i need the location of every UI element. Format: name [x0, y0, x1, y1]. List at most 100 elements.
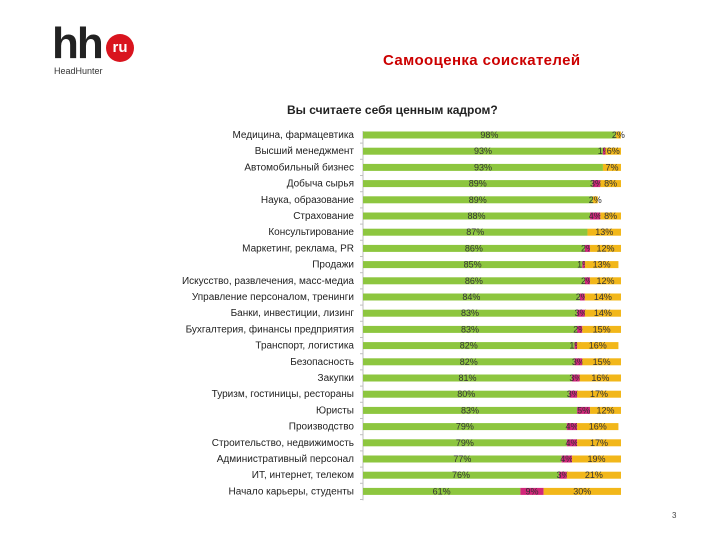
- data-label-yes: 89%: [469, 179, 487, 189]
- data-label-no: 5%: [577, 405, 590, 415]
- data-label-no: 2%: [581, 276, 594, 286]
- bar-segment-no: [574, 358, 583, 366]
- data-label-no: 9%: [525, 486, 538, 496]
- data-label-unsure: 8%: [604, 179, 617, 189]
- data-label-no: 4%: [589, 211, 602, 221]
- bar-segment-yes: [363, 180, 593, 188]
- data-label-unsure: 15%: [593, 324, 611, 334]
- data-label-yes: 80%: [457, 389, 475, 399]
- category-label: Управление персоналом, тренинги: [192, 292, 354, 303]
- bar-segment-unsure: [543, 487, 621, 495]
- bar-segment-yes: [363, 423, 567, 431]
- category-label: Закупки: [318, 373, 354, 384]
- data-label-unsure: 2%: [589, 195, 602, 205]
- data-label-yes: 84%: [462, 292, 480, 302]
- data-label-yes: 93%: [474, 162, 492, 172]
- bar-segment-unsure: [615, 131, 621, 139]
- data-label-no: 1%: [577, 260, 590, 270]
- category-label: Автомобильный бизнес: [244, 161, 354, 173]
- bar-segment-no: [569, 390, 578, 398]
- category-label: Юристы: [316, 405, 354, 416]
- data-label-yes: 83%: [461, 405, 479, 415]
- bar-segment-unsure: [577, 342, 619, 350]
- category-label: Страхование: [293, 211, 354, 222]
- bar-segment-no: [571, 374, 580, 382]
- data-label-unsure: 17%: [590, 438, 608, 448]
- bar-segment-no: [566, 439, 578, 447]
- bar-segment-unsure: [582, 358, 621, 366]
- bar-segment-yes: [363, 374, 572, 382]
- bar-segment-unsure: [584, 293, 621, 301]
- bar-segment-unsure: [584, 309, 621, 317]
- data-label-no: 3%: [575, 308, 588, 318]
- logo-hh-text: hh: [52, 19, 104, 68]
- data-label-no: 3%: [567, 389, 580, 399]
- data-label-yes: 88%: [468, 211, 486, 221]
- bar-segment-unsure: [590, 277, 621, 285]
- category-label: Туризм, гостиницы, рестораны: [212, 389, 354, 400]
- bar-segment-yes: [363, 439, 567, 447]
- bar-segment-yes: [363, 196, 593, 204]
- bar-segment-unsure: [592, 196, 598, 204]
- data-label-no: 2%: [576, 292, 589, 302]
- data-label-yes: 83%: [461, 308, 479, 318]
- data-label-unsure: 12%: [597, 276, 615, 286]
- bar-segment-no: [579, 293, 585, 301]
- bar-segment-unsure: [571, 455, 621, 463]
- data-label-yes: 86%: [465, 243, 483, 253]
- bar-segment-yes: [363, 471, 560, 479]
- bar-segment-unsure: [590, 406, 621, 414]
- category-label: Медицина, фармацевтика: [232, 129, 354, 141]
- category-label: Банки, инвестиции, лизинг: [231, 308, 355, 319]
- bar-segment-yes: [363, 390, 570, 398]
- bar-segment-no: [602, 147, 606, 155]
- data-label-unsure: 13%: [593, 260, 611, 270]
- bar-segment-yes: [363, 228, 588, 236]
- data-label-yes: 86%: [465, 276, 483, 286]
- data-label-unsure: 14%: [594, 308, 612, 318]
- bar-segment-no: [584, 277, 591, 285]
- data-label-yes: 61%: [433, 486, 451, 496]
- bar-segment-yes: [363, 277, 585, 285]
- category-label: Высший менеджмент: [255, 146, 355, 157]
- bar-segment-no: [577, 309, 585, 317]
- bar-segment-no: [520, 487, 544, 495]
- bar-segment-yes: [363, 212, 591, 220]
- data-label-unsure: 30%: [573, 486, 591, 496]
- data-label-no: 4%: [560, 454, 573, 464]
- bar-segment-no: [590, 212, 601, 220]
- data-label-yes: 93%: [474, 146, 492, 156]
- chart-title: Вы считаете себя ценным кадром?: [287, 103, 498, 117]
- bar-segment-yes: [363, 293, 580, 301]
- bar-segment-no: [577, 325, 583, 333]
- bar-segment-unsure: [579, 374, 621, 382]
- page-number: 3: [672, 511, 677, 520]
- category-label: Бухгалтерия, финансы предприятия: [186, 323, 354, 335]
- data-label-yes: 76%: [452, 470, 470, 480]
- data-label-yes: 83%: [461, 324, 479, 334]
- data-label-yes: 82%: [460, 341, 478, 351]
- logo-subtitle: HeadHunter: [54, 66, 103, 76]
- bar-segment-no: [582, 261, 585, 269]
- data-label-no: 3%: [572, 357, 585, 367]
- data-label-no: 2%: [581, 243, 594, 253]
- bar-segment-yes: [363, 147, 603, 155]
- bar-segment-yes: [363, 406, 578, 414]
- bar-segment-unsure: [602, 163, 621, 171]
- data-label-yes: 79%: [456, 422, 474, 432]
- data-label-yes: 81%: [458, 373, 476, 383]
- bar-segment-no: [566, 423, 578, 431]
- bar-segment-unsure: [587, 228, 621, 236]
- data-label-yes: 82%: [460, 357, 478, 367]
- bar-segment-yes: [363, 358, 575, 366]
- data-label-unsure: 8%: [604, 211, 617, 221]
- data-label-no: 3%: [569, 373, 582, 383]
- category-label: Маркетинг, реклама, PR: [242, 243, 354, 254]
- data-label-no: 1%: [569, 341, 582, 351]
- data-label-unsure: 2%: [612, 130, 625, 140]
- bar-segment-unsure: [584, 261, 619, 269]
- category-label: Продажи: [312, 260, 354, 271]
- data-label-unsure: 12%: [597, 405, 615, 415]
- bar-segment-no: [584, 244, 591, 252]
- category-label: ИТ, интернет, телеком: [252, 470, 354, 481]
